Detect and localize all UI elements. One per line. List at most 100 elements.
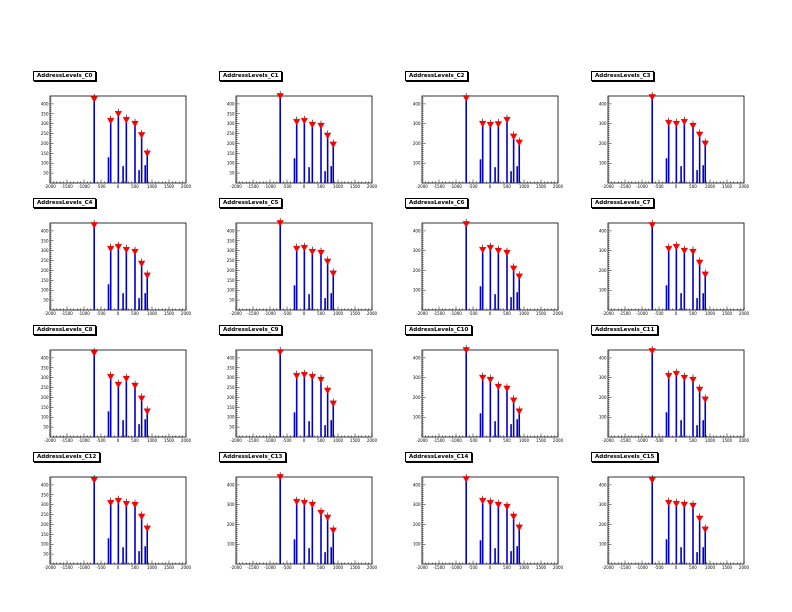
pad-AddressLevels_C7: AddressLevels_C7 -2000 -1500 -1000 -500 0 500 1… <box>582 189 768 316</box>
level-spike <box>295 123 298 183</box>
x-tick-label: 1500 <box>350 438 361 443</box>
y-tick-label: 150 <box>227 278 235 283</box>
peak-marker-icon <box>90 222 98 229</box>
y-tick-label: 50 <box>43 298 49 303</box>
x-tick-label: 500 <box>689 311 697 316</box>
x-tick-label: 0 <box>303 438 306 443</box>
y-tick-label: 350 <box>227 365 235 370</box>
peak-marker-icon <box>672 120 680 128</box>
x-tick-label: -2000 <box>230 184 242 189</box>
peak-marker-icon <box>323 132 332 140</box>
x-tick-label: -500 <box>654 438 664 443</box>
pad-title: AddressLevels_C4 <box>33 198 97 208</box>
level-spike <box>696 552 698 564</box>
x-tick-label: -500 <box>468 438 478 443</box>
peak-marker-icon <box>503 249 511 257</box>
peak-marker-icon <box>672 500 680 508</box>
pad-AddressLevels_C15: AddressLevels_C15 -2000 -1500 -1000 -500 0 500… <box>582 443 768 570</box>
peak-marker-icon <box>486 244 494 252</box>
x-tick-label: 1500 <box>164 311 175 316</box>
peak-marker-icon <box>680 374 688 382</box>
x-tick-label: 1500 <box>164 438 175 443</box>
level-spike <box>698 136 701 183</box>
y-tick-label: 300 <box>413 248 421 253</box>
level-spike <box>326 137 329 183</box>
x-tick-label: 2000 <box>553 184 564 189</box>
level-spike <box>140 518 143 564</box>
peak-marker-icon <box>648 222 656 229</box>
x-tick-label: -2000 <box>602 438 614 443</box>
level-spike <box>481 125 484 183</box>
y-tick-label: 100 <box>413 415 421 420</box>
level-spike <box>134 387 136 437</box>
level-spike <box>146 277 149 310</box>
peak-marker-icon <box>276 349 284 356</box>
x-tick-label: -1000 <box>450 184 462 189</box>
level-spike <box>665 539 668 564</box>
level-spike <box>680 547 682 564</box>
level-spike <box>138 298 140 310</box>
peak-marker-icon <box>479 120 487 128</box>
x-tick-label: 2000 <box>367 311 378 316</box>
x-tick-label: -500 <box>282 311 292 316</box>
peak-marker-icon <box>143 408 151 415</box>
level-spike <box>138 424 140 437</box>
pad-AddressLevels_C2: AddressLevels_C2 -2000 -1500 -1000 -500 0 500 1… <box>396 62 582 189</box>
level-spike <box>311 253 314 310</box>
x-tick-label: -1000 <box>450 311 462 316</box>
pad-plot-area: -2000 -1500 -1000 -500 0 500 1000 1500 2000 100 20… <box>599 91 750 189</box>
x-tick-label: 1000 <box>333 311 344 316</box>
x-tick-label: 1500 <box>164 184 175 189</box>
peak-marker-icon <box>114 111 122 118</box>
x-tick-label: 0 <box>489 184 492 189</box>
x-tick-label: 0 <box>303 565 306 570</box>
level-spike <box>479 413 482 437</box>
peak-marker-icon <box>276 474 284 481</box>
level-spike <box>138 551 140 564</box>
pad-title: AddressLevels_C3 <box>591 71 655 81</box>
level-spike <box>651 481 653 564</box>
peak-marker-icon <box>107 373 115 381</box>
level-spike <box>109 122 112 183</box>
x-tick-label: -500 <box>96 565 106 570</box>
level-spike <box>494 294 496 310</box>
y-tick-label: 300 <box>41 502 49 507</box>
peak-marker-icon <box>293 372 301 380</box>
pad-plot-area: -2000 -1500 -1000 -500 0 500 1000 1500 2000 50 100… <box>227 346 378 443</box>
peak-marker-icon <box>503 503 511 511</box>
y-tick-label: 50 <box>229 171 235 176</box>
peak-marker-icon <box>114 243 122 251</box>
x-tick-label: -1000 <box>264 184 276 189</box>
peak-marker-icon <box>689 502 697 510</box>
x-tick-label: 0 <box>117 438 120 443</box>
y-tick-label: 300 <box>413 502 421 507</box>
pad-AddressLevels_C8: AddressLevels_C8 -2000 -1500 -1000 -500 0 500 1… <box>24 316 210 443</box>
x-tick-label: 1500 <box>722 311 733 316</box>
level-spike <box>93 354 95 437</box>
level-spike <box>518 144 521 183</box>
x-tick-label: 2000 <box>181 184 192 189</box>
peak-marker-icon <box>131 382 139 390</box>
x-tick-label: -1000 <box>264 438 276 443</box>
x-tick-label: 500 <box>503 311 511 316</box>
level-spike <box>320 514 322 564</box>
y-tick-label: 400 <box>599 228 607 233</box>
pad-plot-area: -2000 -1500 -1000 -500 0 500 1000 1500 2000 100 20… <box>227 471 378 570</box>
level-spike <box>506 121 508 183</box>
x-tick-label: 2000 <box>181 311 192 316</box>
pad-title: AddressLevels_C6 <box>405 198 469 208</box>
level-spike <box>675 248 678 310</box>
pad-AddressLevels_C5: AddressLevels_C5 -2000 -1500 -1000 -500 0 500 1… <box>210 189 396 316</box>
x-tick-label: -500 <box>282 565 292 570</box>
peak-marker-icon <box>515 524 523 532</box>
x-tick-label: 500 <box>317 565 325 570</box>
x-tick-label: -1000 <box>450 438 462 443</box>
peak-marker-icon <box>486 499 494 507</box>
level-spike <box>140 400 143 437</box>
level-spike <box>675 375 678 437</box>
level-spike <box>324 298 326 310</box>
x-tick-label: -1000 <box>78 438 90 443</box>
peak-marker-icon <box>680 247 688 255</box>
level-spike <box>675 125 678 183</box>
x-tick-label: -1500 <box>61 565 73 570</box>
